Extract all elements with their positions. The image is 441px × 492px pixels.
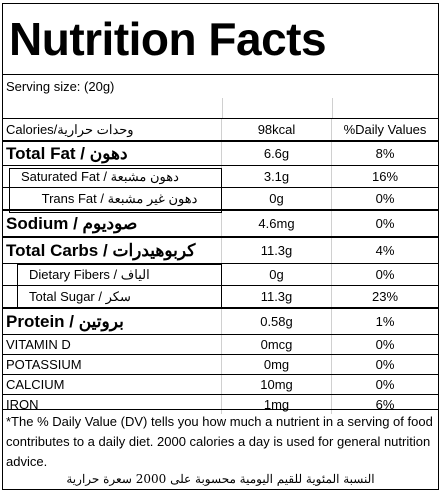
nutrient-name: IRON [3,395,222,414]
footnote: *The % Daily Value (DV) tells you how mu… [3,409,438,489]
table-row: Total Fat / دهون 6.6g 8% [3,140,438,165]
nutrient-name: Protein [6,311,65,331]
nutrient-name: VITAMIN D [3,335,222,354]
table-row: Total Sugar / سكر 11.3g 23% [3,285,438,307]
nutrient-name: Sodium [6,213,69,233]
nutrient-name-ar: دهون غير مشبعة [107,190,198,206]
table-row: Protein / بروتين 0.58g 1% [3,307,438,334]
nutrient-dv: 23% [371,289,399,304]
nutrient-amount: 0g [222,188,332,209]
calories-amount: 98kcal [222,119,332,140]
spacer-row [3,98,438,118]
nutrient-dv: 0% [375,216,395,231]
nutrient-name-ar: سكر [105,288,131,304]
nutrient-amount: 6.6g [222,142,332,165]
table-header-row: Calories/ وحدات حرارية 98kcal %Daily Val… [3,118,438,140]
nutrient-name-ar: صوديوم [82,213,138,233]
nutrient-dv: 4% [375,243,395,258]
nutrient-dv: 6% [375,397,395,412]
nutrient-name-ar: الياف [120,266,150,282]
nutrient-name: POTASSIUM [3,355,222,374]
nutrient-dv: 0% [375,267,395,282]
nutrient-name-ar: دهون مشبعة [110,168,179,184]
nutrient-dv: 0% [375,377,395,392]
footnote-ar: النسبة المئوية للقيم اليومية محسوبة على … [66,472,375,486]
nutrient-amount: 3.1g [222,166,332,187]
table-row: POTASSIUM 0mg 0% [3,354,438,374]
nutrient-amount: 0g [222,264,332,285]
nutrient-name-ar: بروتين [78,311,124,331]
serving-size: Serving size: (20g) [3,74,438,98]
nutrient-name: Saturated Fat [21,168,100,184]
nutrient-dv: 1% [375,314,395,329]
nutrition-label: Nutrition Facts Serving size: (20g) Calo… [2,3,439,490]
nutrient-name: Total Sugar [29,288,95,304]
table-row: CALCIUM 10mg 0% [3,374,438,394]
table-row: Trans Fat / دهون غير مشبعة 0g 0% [3,187,438,209]
nutrient-dv: 0% [375,337,395,352]
nutrient-name-ar: كربوهيدرات [112,240,196,260]
nutrient-amount: 4.6mg [222,211,332,236]
calories-label-ar: وحدات حرارية [57,121,134,137]
nutrient-amount: 0mcg [222,335,332,354]
table-row: Saturated Fat / دهون مشبعة 3.1g 16% [3,165,438,187]
nutrient-dv: 16% [371,169,399,184]
table-row: Total Carbs / كربوهيدرات 11.3g 4% [3,236,438,263]
nutrient-name-ar: دهون [89,143,128,163]
nutrient-amount: 10mg [222,375,332,394]
nutrient-dv: 0% [375,357,395,372]
nutrient-name: CALCIUM [3,375,222,394]
nutrient-name: Total Carbs [6,240,99,260]
nutrient-dv: 8% [375,146,395,161]
table-row: Sodium / صوديوم 4.6mg 0% [3,209,438,236]
nutrient-name: Dietary Fibers [29,266,110,282]
nutrient-amount: 11.3g [222,238,332,263]
nutrient-name: Total Fat [6,143,76,163]
nutrient-amount: 11.3g [222,286,332,307]
daily-values-header: %Daily Values [343,122,427,137]
nutrient-dv: 0% [375,191,395,206]
nutrient-table: Calories/ وحدات حرارية 98kcal %Daily Val… [3,118,438,414]
nutrient-amount: 1mg [222,395,332,414]
label-title: Nutrition Facts [9,13,327,65]
nutrient-name: Trans Fat [41,190,97,206]
table-row: IRON 1mg 6% [3,394,438,414]
nutrient-amount: 0mg [222,355,332,374]
calories-label-en: Calories/ [6,122,58,137]
table-row: Dietary Fibers / الياف 0g 0% [3,263,438,285]
table-row: VITAMIN D 0mcg 0% [3,334,438,354]
nutrient-amount: 0.58g [222,309,332,334]
